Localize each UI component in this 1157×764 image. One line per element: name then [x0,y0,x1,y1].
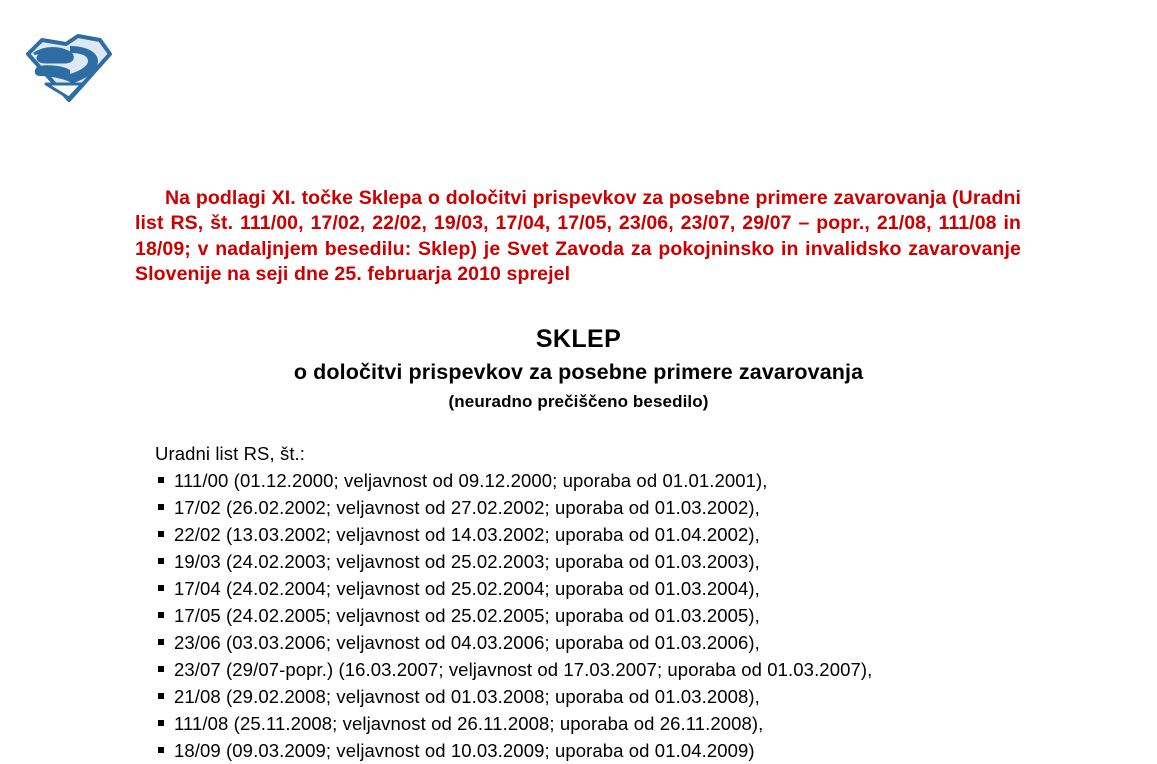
list-item-label: 19/03 (24.02.2003; veljavnost od 25.02.2… [174,551,760,572]
list-item: 18/09 (09.03.2009; veljavnost od 10.03.2… [155,737,1105,764]
list-item-label: 111/08 (25.11.2008; veljavnost od 26.11.… [174,713,764,734]
list-item: 17/05 (24.02.2005; veljavnost od 25.02.2… [155,602,1105,629]
page-subtitle: o določitvi prispevkov za posebne primer… [293,360,864,384]
gazette-list: 111/00 (01.12.2000; veljavnost od 09.12.… [155,467,1105,764]
bullet-square-icon [158,639,164,645]
gazette-list-heading: Uradni list RS, št.: [155,443,306,464]
list-item-label: 23/06 (03.03.2006; veljavnost od 04.03.2… [174,632,760,653]
sd-diamond-emblem-icon [26,34,112,102]
list-item: 22/02 (13.03.2002; veljavnost od 14.03.2… [155,521,1105,548]
page-title: SKLEP [535,325,622,353]
list-item: 21/08 (29.02.2008; veljavnost od 01.03.2… [155,683,1105,710]
intro-paragraph: Na podlagi XI. točke Sklepa o določitvi … [135,186,1021,286]
list-item-label: 21/08 (29.02.2008; veljavnost od 01.03.2… [174,686,760,707]
organization-logo [20,28,116,104]
bullet-square-icon [158,585,164,591]
list-item: 17/04 (24.02.2004; veljavnost od 25.02.2… [155,575,1105,602]
bullet-square-icon [158,693,164,699]
bullet-square-icon [158,531,164,537]
list-item: 111/08 (25.11.2008; veljavnost od 26.11.… [155,710,1105,737]
list-item: 17/02 (26.02.2002; veljavnost od 27.02.2… [155,494,1105,521]
list-item-label: 18/09 (09.03.2009; veljavnost od 10.03.2… [174,740,755,761]
document-title-block: SKLEP o določitvi prispevkov za posebne … [0,324,1157,414]
bullet-square-icon [158,747,164,753]
list-item: 23/07 (29/07-popr.) (16.03.2007; veljavn… [155,656,1105,683]
list-item: 23/06 (03.03.2006; veljavnost od 04.03.2… [155,629,1105,656]
bullet-square-icon [158,504,164,510]
bullet-square-icon [158,720,164,726]
list-item-label: 22/02 (13.03.2002; veljavnost od 14.03.2… [174,524,760,545]
list-item-label: 17/04 (24.02.2004; veljavnost od 25.02.2… [174,578,760,599]
list-item-label: 23/07 (29/07-popr.) (16.03.2007; veljavn… [174,659,873,680]
list-item: 19/03 (24.02.2003; veljavnost od 25.02.2… [155,548,1105,575]
gazette-references-section: Uradni list RS, št.: 111/00 (01.12.2000;… [155,440,1105,764]
list-item-label: 17/02 (26.02.2002; veljavnost od 27.02.2… [174,497,760,518]
bullet-square-icon [158,666,164,672]
list-item-label: 17/05 (24.02.2005; veljavnost od 25.02.2… [174,605,760,626]
list-item-label: 111/00 (01.12.2000; veljavnost od 09.12.… [174,470,768,491]
bullet-square-icon [158,558,164,564]
bullet-square-icon [158,612,164,618]
list-item: 111/00 (01.12.2000; veljavnost od 09.12.… [155,467,1105,494]
bullet-square-icon [158,477,164,483]
page-subtitle-note: (neuradno prečiščeno besedilo) [448,392,709,411]
